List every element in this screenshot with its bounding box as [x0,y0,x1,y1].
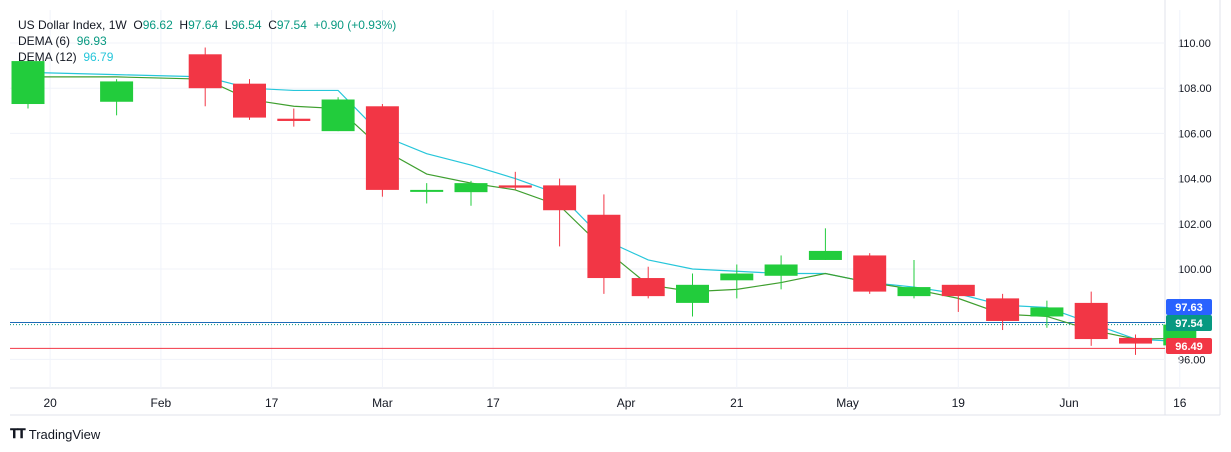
candle-body [498,185,532,188]
open-label: O [133,18,143,32]
candle-body [365,106,399,190]
candle-body [720,273,754,281]
candle-body [100,81,134,102]
candle-body [897,287,931,297]
candle-body [853,255,887,292]
y-tick-label: 104.00 [1178,174,1212,186]
y-tick-label: 110.00 [1178,38,1211,50]
candle-body [631,278,665,297]
tradingview-logo[interactable]: 𝐓𝐓 TradingView [10,426,100,442]
y-tick-label: 100.00 [1178,264,1212,276]
x-tick-label: 17 [486,396,500,410]
close-value: 97.54 [276,18,307,32]
dema6-label: DEMA (6) [18,34,71,48]
high-label: H [179,18,189,32]
candle-body [941,284,975,297]
candle-body [188,54,222,89]
candle-body [321,99,355,132]
candle-body [454,183,488,193]
x-tick-label: Apr [617,396,636,410]
y-tick-label: 108.00 [1178,83,1212,95]
candle-body [587,214,621,279]
price-tag [1166,299,1212,315]
x-tick-label: 21 [730,396,744,410]
x-tick-label: Feb [151,396,172,410]
low-value: 96.54 [231,18,262,32]
close-label: C [268,18,277,32]
x-tick-label: Mar [372,396,393,410]
plot-area [10,10,1165,388]
low-label: L [224,18,232,32]
price-tag [1166,315,1212,331]
x-tick-label: 19 [952,396,966,410]
candle-body [1030,307,1064,317]
dema6-row[interactable]: DEMA (6) 96.93 [18,33,396,49]
y-tick-label: 96.00 [1178,354,1206,366]
dema12-row[interactable]: DEMA (12) 96.79 [18,49,396,65]
ohlc-row: US Dollar Index, 1W O96.62 H97.64 L96.54… [18,17,396,33]
price-tag-label: 96.49 [1175,341,1203,353]
candle-body [986,298,1020,321]
candle-body [410,189,444,192]
candle-body [233,83,266,118]
x-tick-label: 17 [265,396,279,410]
price-tag-label: 97.63 [1175,302,1203,314]
candle-body [764,264,798,276]
candle-body [11,61,45,105]
y-tick-label: 102.00 [1178,219,1212,231]
open-value: 96.62 [142,18,173,32]
candle-body [277,118,311,121]
candle-body [808,250,842,260]
dema12-value: 96.79 [83,50,114,64]
candle-body [1074,302,1108,340]
y-tick-label: 106.00 [1178,128,1212,140]
dema12-label: DEMA (12) [18,50,77,64]
x-tick-label: 16 [1173,396,1187,410]
change-value: +0.90 (+0.93%) [313,18,397,32]
chart-legend: US Dollar Index, 1W O96.62 H97.64 L96.54… [18,17,396,65]
price-tag [1166,338,1212,354]
x-tick-label: May [836,396,859,410]
tradingview-logo-icon: 𝐓𝐓 [10,426,26,441]
dema6-value: 96.93 [76,34,107,48]
tradingview-logo-text: TradingView [28,426,101,442]
x-tick-label: 20 [43,396,57,410]
candle-body [543,185,577,211]
price-tag-label: 97.54 [1175,318,1203,330]
high-value: 97.64 [188,18,219,32]
symbol-label[interactable]: US Dollar Index, 1W [18,18,127,32]
x-tick-label: Jun [1059,396,1078,410]
candle-body [1119,337,1152,344]
candle-body [676,284,709,303]
